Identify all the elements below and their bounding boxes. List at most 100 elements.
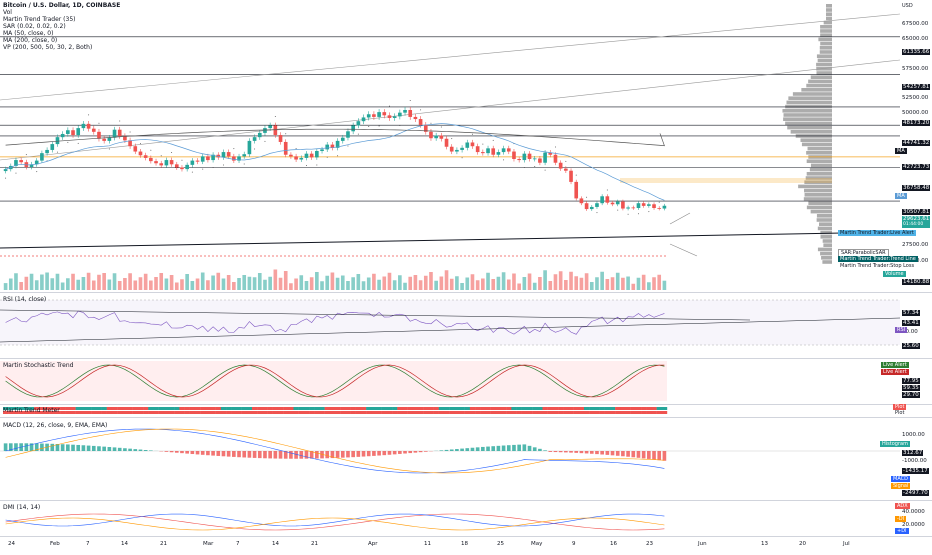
candle-body xyxy=(388,115,392,118)
trend-meter-cell xyxy=(247,411,252,414)
macd-pane-label[interactable]: MACD (12, 26, close, 9, EMA, EMA) xyxy=(3,422,107,429)
trend-meter-cell xyxy=(81,407,86,410)
trend-meter-cell xyxy=(589,407,594,410)
candle-body xyxy=(517,159,521,160)
volume-bar xyxy=(279,278,283,290)
trend-meter-cell xyxy=(465,411,470,414)
trend-meter-cell xyxy=(278,407,283,410)
macd-histogram-bar xyxy=(382,451,386,455)
trend-meter-cell xyxy=(340,407,345,410)
trend-meter-cell xyxy=(112,407,117,410)
macd-histogram-bar xyxy=(315,451,319,459)
trend-meter-cell xyxy=(288,407,293,410)
candle-body xyxy=(481,152,485,153)
chart-area[interactable] xyxy=(0,0,932,550)
trend-meter-cell xyxy=(60,411,65,414)
trend-meter-cell xyxy=(641,407,646,410)
rsi-pane-label[interactable]: RSI (14, close) xyxy=(3,296,46,303)
trend-meter-cell xyxy=(236,407,241,410)
candle-body xyxy=(248,141,252,154)
dmi-pane-label[interactable]: DMI (14, 14) xyxy=(3,504,40,511)
volume-bar xyxy=(118,281,122,290)
price-axis-label: 14180.88 xyxy=(902,279,930,285)
trend-meter-cell xyxy=(107,411,112,414)
trend-meter-cell xyxy=(517,407,522,410)
trend-meter-cell xyxy=(179,411,184,414)
sar-dot xyxy=(337,155,338,156)
macd-histogram-bar xyxy=(481,447,485,451)
candle-body xyxy=(357,121,361,125)
volume-bar xyxy=(165,279,169,291)
trend-meter-cell xyxy=(594,411,599,414)
volume-bar xyxy=(382,277,386,291)
price-axis-label: 27500.00 xyxy=(902,242,928,248)
trend-meter-cell xyxy=(543,407,548,410)
sar-dot xyxy=(254,149,255,150)
candle-body xyxy=(606,196,610,202)
volume-bar xyxy=(580,278,584,290)
indicator-vp[interactable]: VP (200, 500, 50, 30, 2, Both) xyxy=(3,44,120,51)
trend-meter-cell xyxy=(294,407,299,410)
trend-meter-cell xyxy=(138,411,143,414)
pane-divider[interactable] xyxy=(0,500,932,501)
volume-bar xyxy=(357,274,361,290)
trend-meter-cell xyxy=(65,411,70,414)
trend-meter-cell xyxy=(200,411,205,414)
indicator-martin-trend[interactable]: Martin Trend Trader (35) xyxy=(3,16,120,23)
volume-bar xyxy=(227,275,231,290)
trend-meter-cell xyxy=(553,407,558,410)
volume-bar xyxy=(284,271,288,290)
volume-bar xyxy=(372,274,376,290)
macd-histogram-bar xyxy=(346,451,350,457)
volume-bar xyxy=(362,281,366,290)
time-axis-label: 18 xyxy=(461,541,468,547)
macd-histogram-bar xyxy=(533,447,537,451)
stoch-pane-label[interactable]: Martin Stochastic Trend xyxy=(3,362,73,369)
sar-dot xyxy=(410,100,411,101)
candle-body xyxy=(279,135,283,142)
trend-meter-cell xyxy=(413,407,418,410)
trend-meter-cell xyxy=(102,407,107,410)
volume-bar xyxy=(206,280,210,290)
stoch-axis-label: 59.35 xyxy=(902,385,920,391)
chart-legend: Bitcoin / U.S. Dollar, 1D, COINBASE Vol … xyxy=(3,2,120,51)
trend-meter-cell xyxy=(662,411,667,414)
trend-meter-cell xyxy=(70,411,75,414)
volume-bar xyxy=(621,278,625,290)
trend-meter-cell xyxy=(418,411,423,414)
price-axis-label: 42723.73 xyxy=(902,164,930,170)
rsi-axis-label: 57.34 xyxy=(902,310,920,316)
pane-divider[interactable] xyxy=(0,404,932,405)
trend-meter-pane-label[interactable]: Martin Trend Meter xyxy=(3,407,60,414)
pane-divider[interactable] xyxy=(0,358,932,359)
pane-divider[interactable] xyxy=(0,292,932,293)
volume-bar xyxy=(611,277,615,290)
trend-meter-cell xyxy=(314,407,319,410)
volume-bar xyxy=(294,279,298,291)
volume-bar xyxy=(144,274,148,290)
chart-svg[interactable] xyxy=(0,0,932,550)
indicator-sar[interactable]: SAR (0.02, 0.02, 0.2) xyxy=(3,23,120,30)
volume-bar xyxy=(35,280,39,290)
macd-histogram-bar xyxy=(357,451,361,457)
volume-bar xyxy=(108,280,112,291)
trend-meter-cell xyxy=(257,407,262,410)
trend-meter-cell xyxy=(211,407,216,410)
symbol-title[interactable]: Bitcoin / U.S. Dollar, 1D, COINBASE xyxy=(3,2,120,9)
candle-body xyxy=(274,125,278,135)
candle-body xyxy=(455,150,459,152)
candle-body xyxy=(502,148,506,152)
pane-divider[interactable] xyxy=(0,417,932,418)
candle-body xyxy=(486,148,490,153)
trend-meter-cell xyxy=(112,411,117,414)
sar-dot xyxy=(462,157,463,158)
sar-dot xyxy=(399,125,400,126)
indicator-ma50[interactable]: MA (50, close, 0) xyxy=(3,30,120,37)
trend-meter-cell xyxy=(537,407,542,410)
sar-dot xyxy=(109,149,110,150)
price-axis-label: 50000.00 xyxy=(902,110,928,116)
indicator-vol[interactable]: Vol xyxy=(3,9,120,16)
volume-profile-bar xyxy=(821,256,832,260)
indicator-ma200[interactable]: MA (200, close, 0) xyxy=(3,37,120,44)
sar-dot xyxy=(161,155,162,156)
